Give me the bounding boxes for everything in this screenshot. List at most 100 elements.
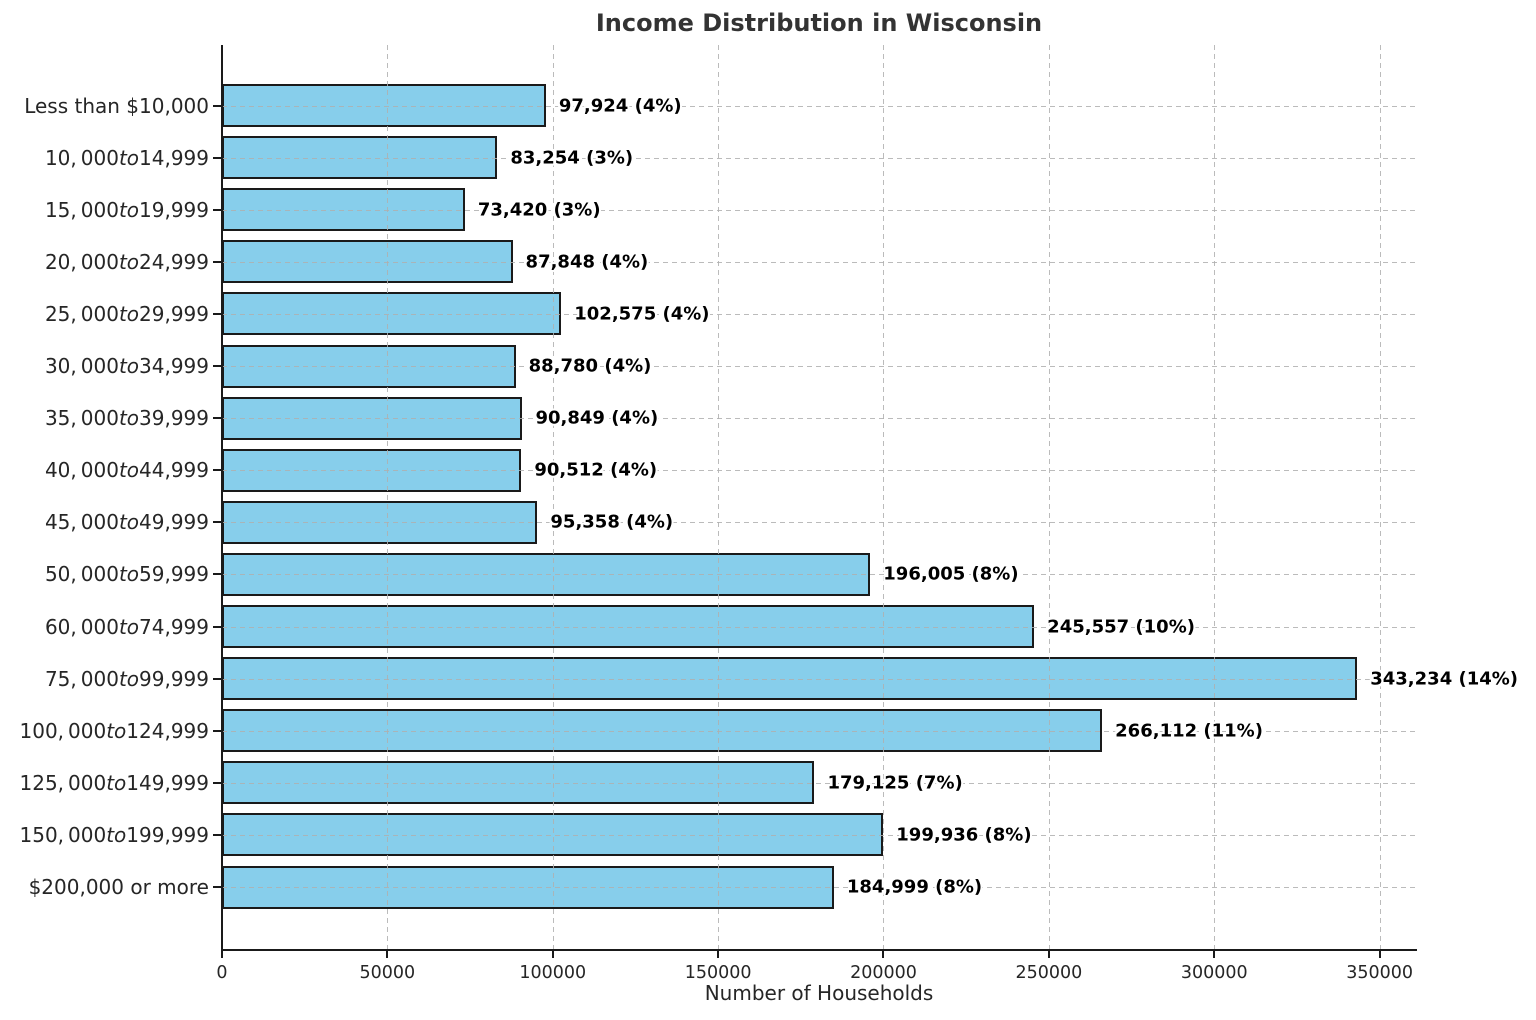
y-tick-label-pre: 150, 000 <box>19 822 107 847</box>
y-tick-label-post: 199,999 <box>126 822 209 847</box>
y-tick-label: 40, 000to44,999 <box>45 458 209 482</box>
y-tick-label-post: 124,999 <box>126 718 209 743</box>
x-axis-tick <box>717 951 720 958</box>
x-axis-tick <box>882 951 885 958</box>
y-tick-label-italic: to <box>106 718 127 743</box>
x-tick-label: 150000 <box>684 963 752 983</box>
horizontal-gridline <box>222 834 1416 836</box>
bar-value-label: 196,005 (8%) <box>883 563 1019 585</box>
y-axis-tick <box>213 104 221 107</box>
y-axis-tick <box>213 312 221 315</box>
chart-title: Income Distribution in Wisconsin <box>595 9 1043 37</box>
horizontal-gridline <box>222 626 1416 628</box>
x-axis-tick <box>1047 951 1050 958</box>
bar-value-label: 73,420 (3%) <box>477 199 601 221</box>
y-tick-label-italic: to <box>118 354 140 378</box>
horizontal-gridline <box>222 261 1416 263</box>
y-axis-tick <box>213 208 221 211</box>
y-axis-tick <box>213 886 221 888</box>
y-axis-tick <box>213 625 221 628</box>
y-tick-label-pre: 75, 000 <box>44 666 119 691</box>
bar-value-label: 343,234 (14%) <box>1370 668 1519 690</box>
y-tick-label-pre: 100, 000 <box>19 718 107 743</box>
y-tick-label-pre: 25, 000 <box>44 301 119 326</box>
y-tick-label-italic: to <box>118 510 140 535</box>
y-tick-label-pre: 20, 000 <box>44 249 119 274</box>
y-tick-label: $200,000 or more <box>29 875 209 899</box>
bar-value-label: 102,575 (4%) <box>574 303 710 325</box>
y-tick-label-post: 59,999 <box>139 562 209 587</box>
horizontal-gridline <box>222 522 1416 524</box>
x-axis-spine <box>221 949 1417 951</box>
bar-value-label: 199,936 (8%) <box>896 824 1032 846</box>
x-axis-tick <box>1378 951 1381 958</box>
y-tick-label-italic: to <box>118 301 140 326</box>
bar-value-label: 184,999 (8%) <box>846 876 983 898</box>
y-tick-label-italic: to <box>118 406 140 431</box>
y-axis-tick <box>213 729 221 732</box>
y-tick-label-post: 14,999 <box>139 145 209 170</box>
x-tick-label: 200000 <box>850 963 917 983</box>
y-axis-spine <box>221 45 223 951</box>
y-tick-label-italic: to <box>118 249 140 274</box>
y-tick-label: 20, 000to24,999 <box>45 250 209 274</box>
horizontal-gridline <box>222 782 1416 784</box>
y-tick-label-post: 44,999 <box>139 458 209 483</box>
vertical-gridline <box>883 45 885 950</box>
x-tick-label: 350000 <box>1346 963 1414 983</box>
y-tick-label-pre: 40, 000 <box>44 458 119 483</box>
vertical-gridline <box>387 45 389 950</box>
y-axis-tick <box>213 833 221 836</box>
bar-value-label: 245,557 (10%) <box>1047 616 1195 637</box>
bar-value-label: 179,125 (7%) <box>827 772 963 794</box>
y-axis-tick <box>213 365 221 367</box>
y-tick-label-post: 29,999 <box>139 301 209 326</box>
y-tick-label-pre: $200,000 or more <box>28 875 209 899</box>
y-axis-tick <box>213 573 221 576</box>
y-tick-label-pre: 60, 000 <box>44 614 119 639</box>
y-tick-label: 60, 000to74,999 <box>45 615 209 639</box>
y-tick-label-pre: 35, 000 <box>44 406 119 431</box>
plot-area: 0 50000 100000 150000 200000 250000 300000 3500… <box>20 45 1518 983</box>
vertical-gridline <box>718 45 720 950</box>
y-tick-label: 35, 000to39,999 <box>45 406 209 430</box>
x-axis-tick <box>1213 951 1216 958</box>
y-tick-label-italic: to <box>118 197 140 222</box>
horizontal-gridline <box>222 157 1416 159</box>
y-tick-label-italic: to <box>106 822 127 847</box>
bar-value-label: 90,512 (4%) <box>534 459 658 481</box>
y-tick-label-post: 74,999 <box>139 614 209 639</box>
x-axis-tick <box>551 951 554 958</box>
y-tick-label-italic: to <box>118 562 140 587</box>
y-tick-label-post: 19,999 <box>139 197 209 222</box>
y-tick-label-post: 34,999 <box>139 354 209 378</box>
y-tick-label-pre: 10, 000 <box>44 145 119 170</box>
y-tick-label: 150, 000to199,999 <box>20 823 210 847</box>
vertical-gridline <box>1214 45 1216 950</box>
bar-value-label: 83,254 (3%) <box>510 147 634 169</box>
x-tick-label: 100000 <box>519 963 587 983</box>
horizontal-gridline <box>222 470 1416 472</box>
y-tick-label-pre: 30, 000 <box>44 354 119 378</box>
y-axis-tick <box>213 677 221 680</box>
y-tick-label-post: 99,999 <box>139 666 209 691</box>
bar-value-label: 95,358 (4%) <box>550 511 674 533</box>
y-tick-label: 45, 000to49,999 <box>45 510 209 534</box>
y-tick-label-pre: 45, 000 <box>44 510 119 535</box>
y-tick-label: 75, 000to99,999 <box>45 667 209 691</box>
y-tick-label-post: 39,999 <box>139 406 209 431</box>
y-tick-label-italic: to <box>118 458 140 483</box>
y-tick-label: Less than $10,000 <box>24 94 209 118</box>
x-tick-label: 300000 <box>1180 963 1248 983</box>
y-tick-label-post: 24,999 <box>139 249 209 274</box>
y-tick-label-italic: to <box>118 614 140 639</box>
y-tick-label: 30, 000to34,999 <box>45 354 209 378</box>
bar-value-label: 90,849 (4%) <box>535 407 659 429</box>
x-tick-label: 0 <box>216 963 228 983</box>
horizontal-gridline <box>222 366 1416 367</box>
vertical-gridline <box>552 45 554 950</box>
y-tick-label-pre: Less than $10,000 <box>24 93 209 118</box>
y-tick-label: 25, 000to29,999 <box>45 302 209 326</box>
y-axis-tick <box>213 781 221 784</box>
